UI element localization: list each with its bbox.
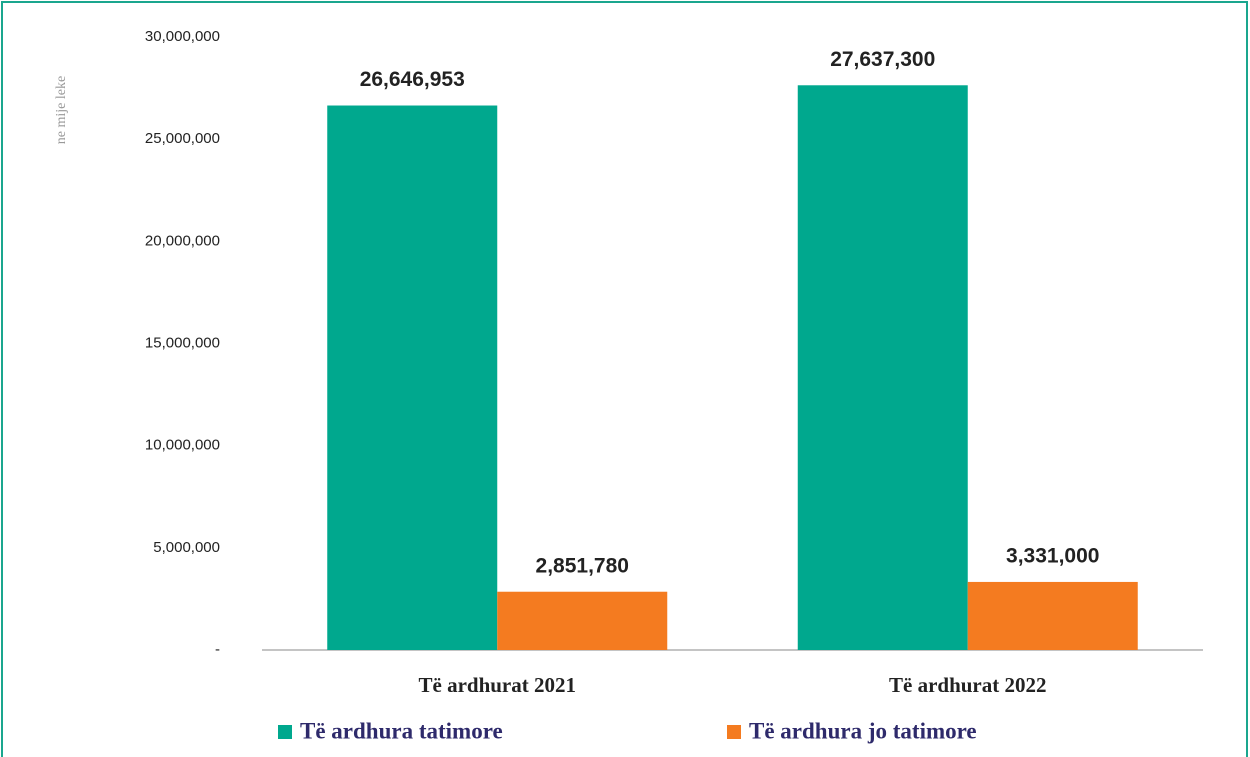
bar — [797, 85, 968, 651]
y-tick-label: - — [215, 641, 220, 658]
data-label: 3,331,000 — [1006, 544, 1099, 567]
data-label: 2,851,780 — [536, 554, 629, 577]
bar — [327, 105, 498, 651]
y-axis-label: ne mije leke — [54, 76, 69, 144]
y-tick-label: 30,000,000 — [145, 28, 220, 45]
legend-swatch — [727, 725, 741, 739]
y-tick-label: 20,000,000 — [145, 232, 220, 249]
y-tick-label: 10,000,000 — [145, 437, 220, 454]
data-label: 26,646,953 — [360, 68, 465, 91]
y-tick-label: 25,000,000 — [145, 130, 220, 147]
y-tick-label: 5,000,000 — [153, 539, 220, 556]
data-label: 27,637,300 — [830, 48, 935, 71]
legend-label: Të ardhura tatimore — [300, 718, 503, 743]
x-tick-label: Të ardhurat 2021 — [419, 673, 577, 697]
legend-label: Të ardhura jo tatimore — [749, 718, 977, 743]
bar — [967, 581, 1138, 650]
x-tick-label: Të ardhurat 2022 — [889, 673, 1047, 697]
bar — [497, 591, 668, 650]
legend-swatch — [278, 725, 292, 739]
y-tick-label: 15,000,000 — [145, 334, 220, 351]
